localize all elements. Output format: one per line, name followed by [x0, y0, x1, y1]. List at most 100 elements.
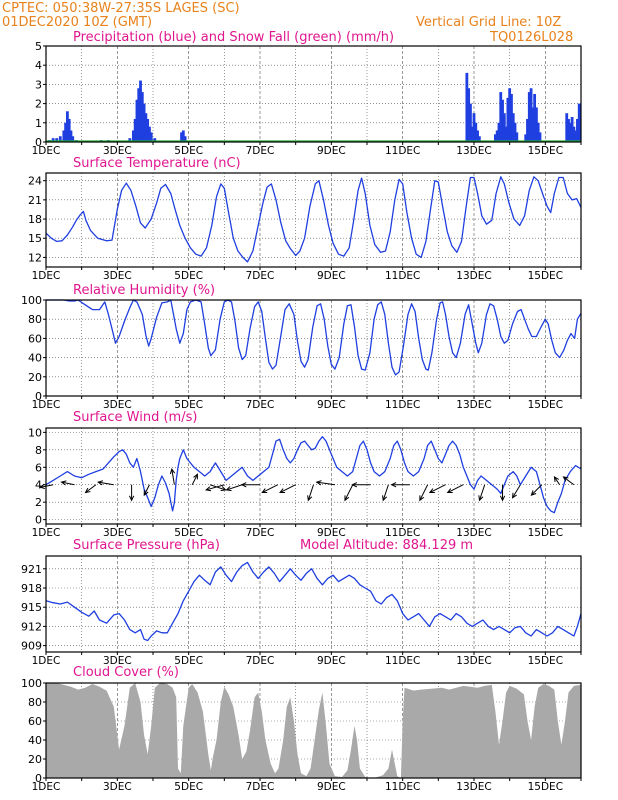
- wind-arrow-head: [193, 473, 198, 480]
- wind-arrow-head: [511, 492, 518, 499]
- wind-xtick-label: 1DEC: [32, 527, 61, 539]
- pressure-ytick-label: 918: [21, 582, 42, 595]
- pressure-frame: [45, 555, 582, 653]
- cloud-xtick-label: 7DEC: [246, 781, 275, 793]
- precip-bar: [55, 138, 59, 142]
- precip-bar: [495, 130, 499, 142]
- pressure-ytick-label: 915: [21, 601, 42, 614]
- precip-bar: [568, 122, 572, 142]
- precip-bar: [51, 138, 55, 142]
- wind-ytick-label: 8: [35, 444, 42, 457]
- precip-bar: [58, 136, 62, 142]
- precip-bar: [133, 118, 137, 142]
- precip-bar: [567, 118, 570, 142]
- precip-bar: [148, 126, 151, 142]
- precip-bar: [576, 118, 579, 142]
- cloud-xtick-label: 15DEC: [528, 781, 563, 793]
- wind-arrow-head: [478, 495, 484, 502]
- humidity-ytick-label: 40: [28, 352, 42, 365]
- cloud-frame: [45, 682, 582, 779]
- wind-arrow-head: [562, 476, 569, 482]
- pressure-xtick-label: 13DEC: [456, 655, 491, 667]
- cloud-xtick-label: 11DEC: [385, 781, 420, 793]
- wind-arrow: [563, 476, 575, 486]
- wind-arrow-head: [351, 482, 358, 488]
- precip-bar: [140, 92, 144, 142]
- cloud-ytick-label: 60: [28, 715, 42, 728]
- precip-bar: [494, 134, 497, 142]
- wind-arrow-head: [169, 467, 176, 475]
- humidity-xtick-label: 11DEC: [385, 399, 420, 411]
- wind-arrow-head: [128, 495, 135, 502]
- humidity-ytick-label: 0: [35, 390, 42, 403]
- precip-ytick-label: 0: [35, 136, 42, 149]
- precip-bar: [501, 99, 504, 142]
- precip-ytick-label: 1: [35, 117, 42, 130]
- precip-frame: [45, 45, 582, 143]
- precip-bar: [71, 136, 75, 142]
- precip-title: Precipitation (blue) and Snow Fall (gree…: [73, 30, 395, 45]
- precip-bar: [510, 94, 513, 142]
- humidity-ytick-label: 20: [28, 371, 42, 384]
- humidity-ytick-label: 80: [28, 313, 42, 326]
- precip-xtick-label: 11DEC: [385, 145, 420, 157]
- wind-arrow-head: [225, 486, 232, 492]
- precip-bar: [137, 88, 141, 142]
- precip-bar: [469, 103, 472, 142]
- cloud-xtick-label: 9DEC: [317, 781, 346, 793]
- temperature-xtick-label: 13DEC: [456, 270, 491, 282]
- wind-arrow: [98, 481, 114, 486]
- precip-bar: [499, 92, 503, 142]
- temperature-xtick-label: 5DEC: [174, 270, 203, 282]
- precip-bar: [502, 113, 506, 142]
- run-date: 01DEC2020 10Z (GMT): [2, 15, 153, 30]
- wind-arrow: [344, 484, 354, 501]
- wind-arrow-head: [97, 480, 104, 486]
- wind-arrow-head: [419, 495, 425, 502]
- humidity-title: Relative Humidity (%): [73, 283, 216, 298]
- precip-bar: [131, 130, 135, 142]
- wind-arrow-head: [261, 488, 268, 494]
- temperature-xtick-label: 11DEC: [385, 270, 420, 282]
- humidity-xtick-label: 15DEC: [528, 399, 563, 411]
- pressure-xtick-label: 5DEC: [174, 655, 203, 667]
- wind-arrow-head: [390, 482, 397, 488]
- wind-arrow: [143, 484, 150, 496]
- wind-line: [45, 436, 582, 514]
- precip-bar: [577, 103, 581, 142]
- precip-bar: [477, 136, 481, 142]
- precip-ytick-label: 3: [35, 78, 42, 91]
- precip-bar: [180, 132, 183, 142]
- precip-bar: [183, 136, 187, 142]
- wind-arrow: [61, 481, 75, 486]
- precip-bar: [515, 132, 519, 142]
- wind-arrow: [262, 484, 279, 493]
- wind-arrow-head: [553, 475, 559, 482]
- wind-arrow-head: [344, 495, 350, 502]
- cloud-ytick-label: 80: [28, 696, 42, 709]
- precip-bar: [62, 130, 66, 142]
- pressure-xtick-label: 7DEC: [246, 655, 275, 667]
- wind-arrow-head: [143, 490, 149, 497]
- humidity-xtick-label: 13DEC: [456, 399, 491, 411]
- cloud-xtick-label: 13DEC: [456, 781, 491, 793]
- humidity-ytick-label: 60: [28, 332, 42, 345]
- pressure-xtick-label: 11DEC: [385, 655, 420, 667]
- precip-bar: [529, 88, 533, 142]
- wind-frame: [45, 427, 582, 525]
- wind-ytick-label: 10: [28, 426, 42, 439]
- precip-bar: [474, 122, 478, 142]
- wind-arrow: [512, 484, 521, 498]
- precip-bar: [570, 117, 574, 142]
- wind-arrow: [40, 484, 54, 488]
- wind-arrow: [209, 484, 226, 491]
- temperature-frame: [45, 172, 582, 268]
- precip-bar: [128, 138, 132, 142]
- temperature-xtick-label: 1DEC: [32, 270, 61, 282]
- temperature-ytick-label: 21: [28, 194, 42, 207]
- precip-bar: [536, 122, 540, 142]
- temperature-xtick-label: 9DEC: [317, 270, 346, 282]
- precip-ytick-label: 2: [35, 98, 42, 111]
- temperature-title: Surface Temperature (nC): [73, 156, 241, 171]
- humidity-ytick-label: 100: [21, 294, 42, 307]
